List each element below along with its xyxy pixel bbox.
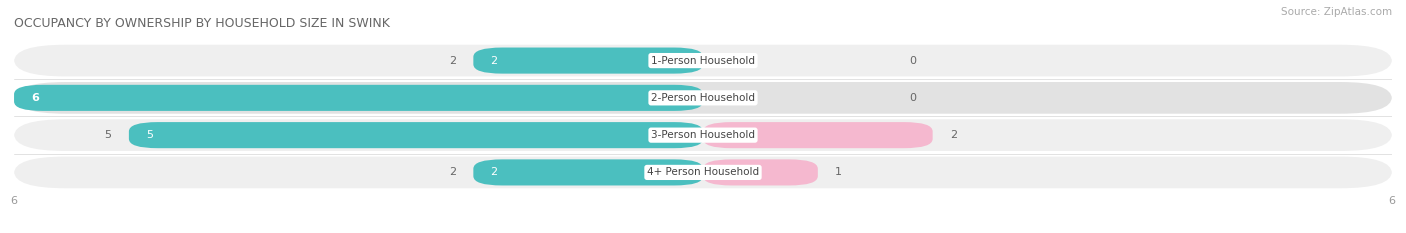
FancyBboxPatch shape <box>14 45 1392 76</box>
Text: 2: 2 <box>449 56 456 65</box>
FancyBboxPatch shape <box>129 122 703 148</box>
FancyBboxPatch shape <box>474 48 703 74</box>
FancyBboxPatch shape <box>703 159 818 185</box>
FancyBboxPatch shape <box>14 119 1392 151</box>
Text: 0: 0 <box>910 93 917 103</box>
Text: 2: 2 <box>449 168 456 177</box>
Text: 1-Person Household: 1-Person Household <box>651 56 755 65</box>
Text: 4+ Person Household: 4+ Person Household <box>647 168 759 177</box>
Text: 6: 6 <box>31 93 39 103</box>
Text: 5: 5 <box>146 130 153 140</box>
Text: 1: 1 <box>835 168 842 177</box>
Text: 2: 2 <box>491 168 498 177</box>
Text: 2: 2 <box>491 56 498 65</box>
FancyBboxPatch shape <box>14 85 703 111</box>
Text: 0: 0 <box>910 56 917 65</box>
Text: Source: ZipAtlas.com: Source: ZipAtlas.com <box>1281 7 1392 17</box>
FancyBboxPatch shape <box>703 122 932 148</box>
Text: 2-Person Household: 2-Person Household <box>651 93 755 103</box>
FancyBboxPatch shape <box>14 157 1392 188</box>
Text: 3-Person Household: 3-Person Household <box>651 130 755 140</box>
Text: OCCUPANCY BY OWNERSHIP BY HOUSEHOLD SIZE IN SWINK: OCCUPANCY BY OWNERSHIP BY HOUSEHOLD SIZE… <box>14 17 389 30</box>
FancyBboxPatch shape <box>14 82 1392 114</box>
Text: 5: 5 <box>104 130 111 140</box>
FancyBboxPatch shape <box>474 159 703 185</box>
Text: 2: 2 <box>950 130 957 140</box>
